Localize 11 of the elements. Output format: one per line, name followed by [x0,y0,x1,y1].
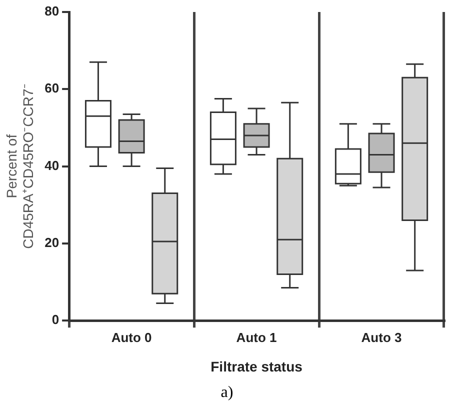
x-tick-label: Auto 3 [361,330,402,345]
x-tick-label: Auto 1 [236,330,277,345]
x-axis-title: Filtrate status [210,358,303,374]
y-tick-label: 0 [52,312,60,328]
y-tick-label: 80 [44,4,60,19]
y-tick-label: 40 [44,158,60,173]
text: a) [220,384,234,402]
x-tick-label: Auto 0 [111,330,152,345]
y-axis-title: Percent of CD45RA⁺CD45RO⁻CCR7⁻ [3,84,36,249]
y-tick-label: 20 [44,235,60,250]
y-tick-label: 60 [44,80,60,96]
